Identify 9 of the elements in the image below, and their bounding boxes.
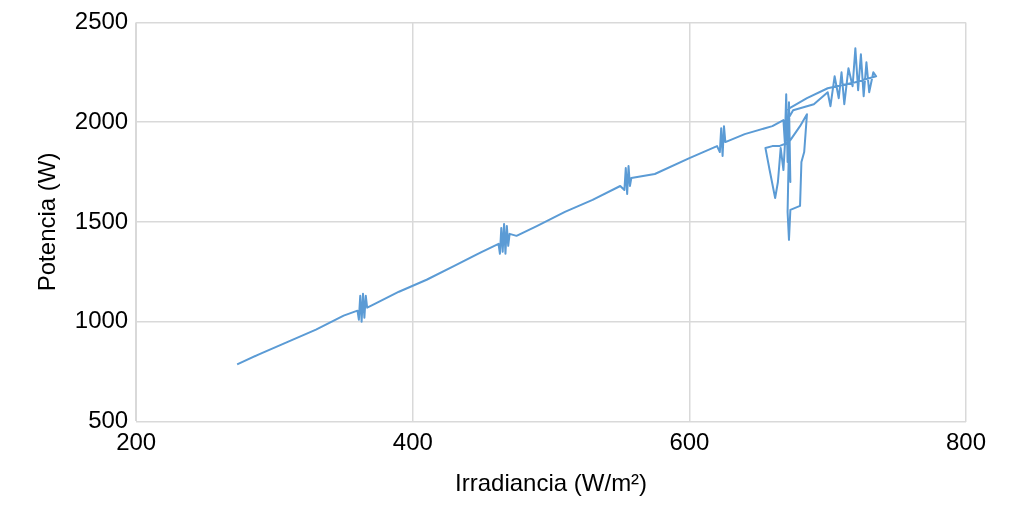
y-tick-label: 1500 <box>74 206 129 234</box>
y-tick-label: 2000 <box>74 106 129 134</box>
x-tick-label: 400 <box>392 428 433 456</box>
x-axis-title: Irradiancia (W/m²) <box>455 469 648 497</box>
x-tick-label: 600 <box>669 428 710 456</box>
y-tick-label: 2500 <box>74 7 129 35</box>
y-tick-label: 1000 <box>74 306 129 334</box>
x-tick-label: 800 <box>945 428 987 456</box>
y-axis-title: Potencia (W) <box>33 152 61 292</box>
